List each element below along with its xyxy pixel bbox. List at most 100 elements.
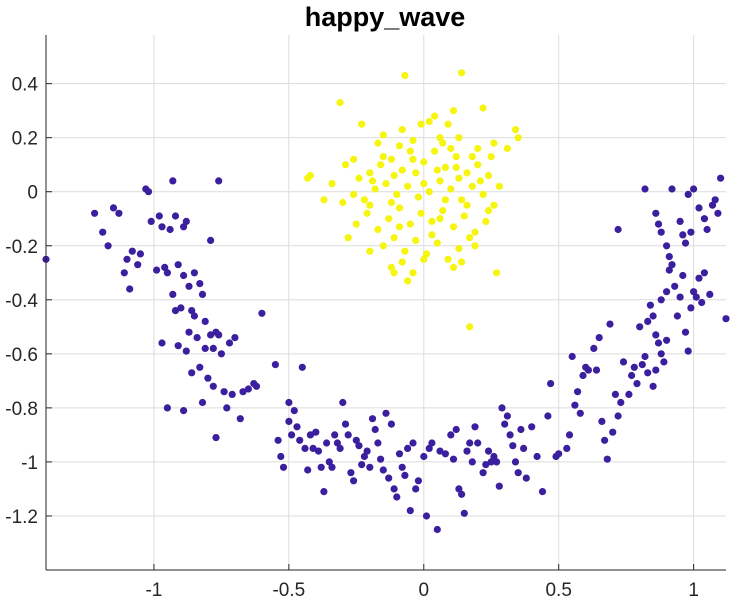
data-point <box>455 174 463 182</box>
data-point <box>717 174 725 182</box>
data-point <box>163 404 171 412</box>
data-point <box>436 177 444 185</box>
data-point <box>468 458 476 466</box>
data-point <box>180 223 188 231</box>
data-point <box>533 452 541 461</box>
data-point <box>409 136 417 144</box>
data-point <box>182 217 190 225</box>
data-point <box>474 439 482 447</box>
data-point <box>636 323 644 331</box>
data-point <box>258 309 266 317</box>
data-point <box>188 369 196 377</box>
data-point <box>466 234 474 242</box>
data-point <box>298 363 306 371</box>
data-point <box>385 215 393 223</box>
data-point <box>641 352 649 361</box>
data-point <box>663 288 671 296</box>
data-point <box>390 171 398 180</box>
data-point <box>312 428 320 436</box>
data-point <box>207 331 215 339</box>
data-point <box>126 285 134 293</box>
data-point <box>190 312 198 320</box>
data-point <box>188 307 196 315</box>
data-point <box>425 444 433 452</box>
data-point <box>652 209 660 217</box>
data-point <box>409 439 417 447</box>
data-point <box>196 363 204 371</box>
data-point <box>336 99 344 107</box>
data-point <box>665 266 673 274</box>
data-point <box>431 112 439 120</box>
data-point <box>385 474 393 482</box>
data-point <box>209 344 217 352</box>
x-tick-label: -0.5 <box>272 580 305 601</box>
data-point <box>538 488 547 496</box>
data-point <box>425 117 433 126</box>
data-point <box>193 334 201 342</box>
data-point <box>428 439 436 447</box>
chart-title: happy_wave <box>305 2 466 32</box>
y-tick-label: -0.6 <box>5 345 38 366</box>
data-point <box>401 247 409 255</box>
data-point <box>317 463 325 471</box>
data-point <box>695 204 703 212</box>
data-point <box>663 336 671 344</box>
data-point <box>395 450 404 458</box>
data-point <box>611 390 620 398</box>
data-point <box>644 317 652 325</box>
data-point <box>374 139 382 147</box>
data-point <box>115 209 123 217</box>
data-point <box>360 196 368 204</box>
data-point <box>331 431 339 439</box>
data-point <box>406 220 414 228</box>
data-point <box>452 153 460 161</box>
data-point <box>449 455 458 463</box>
data-point <box>425 188 433 196</box>
data-point <box>455 244 463 253</box>
data-point <box>144 188 153 196</box>
data-point <box>404 444 412 452</box>
data-point <box>309 444 317 452</box>
data-point <box>341 420 350 428</box>
data-point <box>447 144 455 153</box>
data-point <box>377 455 385 463</box>
data-point <box>458 490 466 498</box>
data-point <box>228 390 236 398</box>
data-point <box>147 217 155 225</box>
data-point <box>185 282 193 290</box>
data-point <box>439 139 447 147</box>
data-point <box>104 242 112 250</box>
data-point <box>304 466 312 474</box>
data-point <box>657 296 665 304</box>
data-point <box>722 315 730 323</box>
data-point <box>209 382 217 390</box>
data-point <box>174 342 182 350</box>
data-point <box>387 420 395 428</box>
data-point <box>687 228 695 236</box>
data-point <box>420 255 428 263</box>
data-point <box>171 307 180 315</box>
data-point <box>198 398 207 407</box>
data-point <box>506 431 514 439</box>
data-point <box>487 458 495 466</box>
data-point <box>436 134 444 142</box>
data-point <box>285 398 293 407</box>
data-point <box>412 169 420 177</box>
data-point <box>244 385 252 393</box>
data-point <box>136 250 144 258</box>
data-point <box>352 220 360 228</box>
data-point <box>352 436 360 444</box>
data-point <box>579 371 587 380</box>
data-point <box>220 388 228 396</box>
data-point <box>679 271 687 280</box>
data-point <box>185 328 193 336</box>
data-point <box>684 347 692 355</box>
data-point <box>706 290 714 298</box>
data-point <box>379 242 387 250</box>
data-point <box>641 185 649 193</box>
data-point <box>123 255 131 263</box>
data-point <box>681 239 690 247</box>
data-point <box>347 469 355 477</box>
data-point <box>665 253 673 261</box>
data-point <box>452 163 460 171</box>
